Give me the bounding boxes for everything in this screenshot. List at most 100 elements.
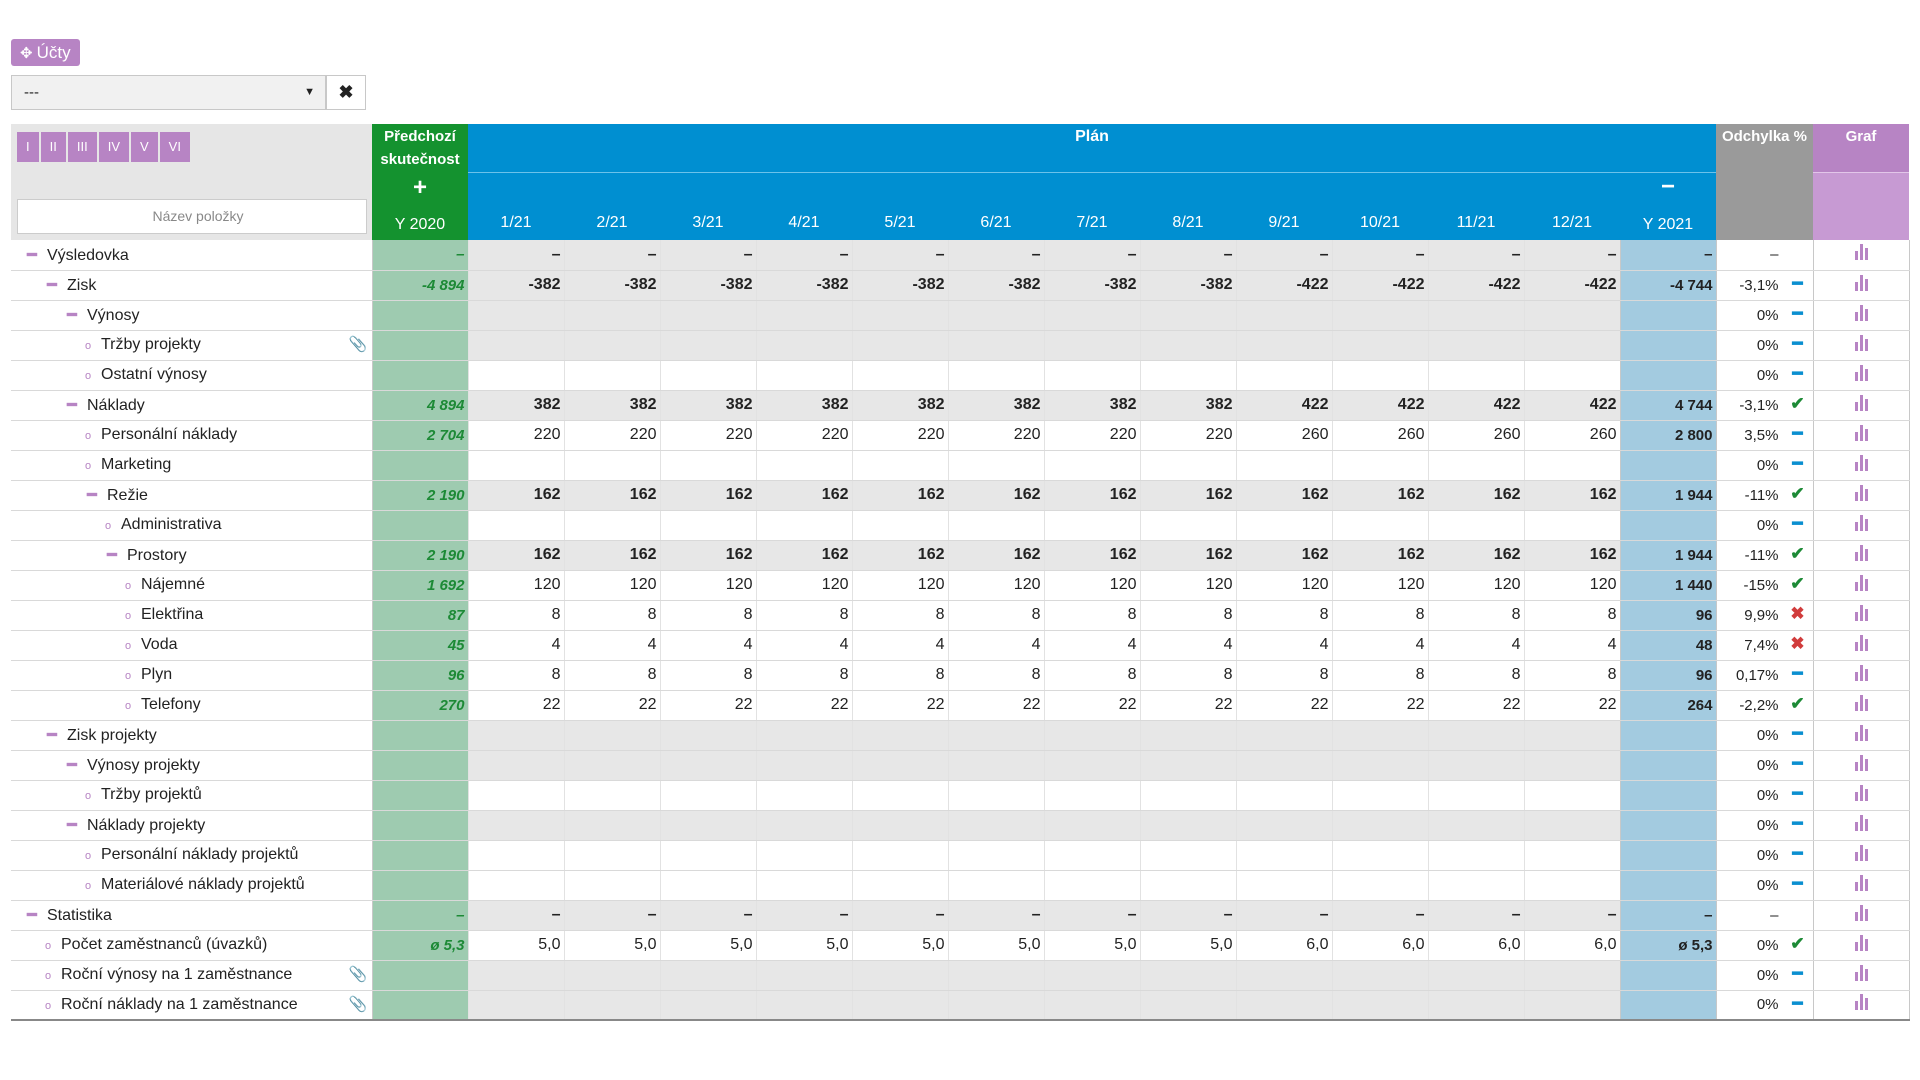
month-value[interactable]: 8 xyxy=(563,660,660,691)
month-value[interactable]: 220 xyxy=(851,420,948,451)
month-value[interactable] xyxy=(1523,510,1620,541)
month-value[interactable] xyxy=(467,510,564,541)
month-value[interactable] xyxy=(851,840,948,871)
month-value[interactable]: -382 xyxy=(851,270,948,301)
month-value[interactable]: 162 xyxy=(659,540,756,571)
bar-chart-icon[interactable] xyxy=(1854,724,1868,741)
month-value[interactable] xyxy=(1427,510,1524,541)
month-value[interactable] xyxy=(563,330,660,361)
prev-value[interactable] xyxy=(372,810,468,841)
prev-value[interactable] xyxy=(372,990,468,1021)
month-value[interactable] xyxy=(851,780,948,811)
month-value[interactable] xyxy=(1139,780,1236,811)
prev-value[interactable]: 87 xyxy=(372,600,468,631)
month-value[interactable]: -422 xyxy=(1523,270,1620,301)
month-value[interactable] xyxy=(755,360,852,391)
month-value[interactable]: 162 xyxy=(1043,540,1140,571)
month-value[interactable]: 6,0 xyxy=(1427,930,1524,961)
prev-value[interactable]: 270 xyxy=(372,690,468,721)
month-value[interactable] xyxy=(1331,990,1428,1021)
minus-icon[interactable]: ━ xyxy=(107,547,117,564)
month-value[interactable] xyxy=(1523,450,1620,481)
prev-value[interactable]: 2 190 xyxy=(372,480,468,511)
prev-value[interactable]: -4 894 xyxy=(372,270,468,301)
month-value[interactable]: – xyxy=(1139,240,1236,271)
minus-icon[interactable]: ━ xyxy=(47,727,57,744)
month-value[interactable] xyxy=(659,360,756,391)
chart-cell[interactable] xyxy=(1812,840,1910,871)
month-value[interactable]: 8 xyxy=(1139,600,1236,631)
chart-cell[interactable] xyxy=(1812,480,1910,511)
month-value[interactable]: – xyxy=(659,240,756,271)
period-button-2[interactable]: II xyxy=(40,132,66,162)
month-value[interactable] xyxy=(563,990,660,1021)
month-value[interactable]: 8 xyxy=(1043,660,1140,691)
month-value[interactable] xyxy=(947,840,1044,871)
bar-chart-icon[interactable] xyxy=(1854,814,1868,831)
item-name-filter[interactable]: Název položky xyxy=(17,199,367,234)
minus-icon[interactable]: ━ xyxy=(67,817,77,834)
minus-icon[interactable]: ━ xyxy=(27,246,37,264)
month-value[interactable]: 162 xyxy=(851,480,948,511)
month-value[interactable] xyxy=(1139,450,1236,481)
month-value[interactable] xyxy=(1427,960,1524,991)
month-value[interactable] xyxy=(1331,330,1428,361)
month-value[interactable]: 4 xyxy=(659,630,756,661)
month-value[interactable]: – xyxy=(947,900,1044,931)
month-value[interactable]: 162 xyxy=(1043,480,1140,511)
month-value[interactable] xyxy=(659,990,756,1021)
month-value[interactable]: 22 xyxy=(755,690,852,721)
month-value[interactable] xyxy=(467,720,564,751)
month-value[interactable]: 22 xyxy=(1139,690,1236,721)
chart-cell[interactable] xyxy=(1812,870,1910,901)
month-value[interactable] xyxy=(947,990,1044,1021)
month-value[interactable] xyxy=(1523,780,1620,811)
month-value[interactable] xyxy=(1427,870,1524,901)
month-value[interactable] xyxy=(755,870,852,901)
month-value[interactable] xyxy=(1331,300,1428,331)
month-value[interactable]: 8 xyxy=(1331,600,1428,631)
chart-cell[interactable] xyxy=(1812,630,1910,661)
month-value[interactable] xyxy=(947,330,1044,361)
month-value[interactable]: 120 xyxy=(1427,570,1524,601)
prev-value[interactable] xyxy=(372,450,468,481)
bar-chart-icon[interactable] xyxy=(1854,604,1868,621)
month-value[interactable] xyxy=(1523,840,1620,871)
chart-cell[interactable] xyxy=(1812,900,1910,931)
prev-value[interactable] xyxy=(372,870,468,901)
month-value[interactable]: 120 xyxy=(755,570,852,601)
month-value[interactable] xyxy=(1235,780,1332,811)
month-value[interactable]: 4 xyxy=(467,630,564,661)
month-value[interactable] xyxy=(563,960,660,991)
month-value[interactable] xyxy=(1043,960,1140,991)
chart-cell[interactable] xyxy=(1812,330,1910,361)
month-value[interactable]: 220 xyxy=(467,420,564,451)
month-value[interactable]: 22 xyxy=(1235,690,1332,721)
month-value[interactable]: 4 xyxy=(563,630,660,661)
month-value[interactable] xyxy=(659,510,756,541)
prev-value[interactable] xyxy=(372,750,468,781)
month-value[interactable] xyxy=(1427,330,1524,361)
chart-cell[interactable] xyxy=(1812,360,1910,391)
month-value[interactable] xyxy=(1235,750,1332,781)
month-value[interactable] xyxy=(1331,720,1428,751)
month-value[interactable] xyxy=(659,450,756,481)
month-value[interactable]: 162 xyxy=(947,540,1044,571)
month-value[interactable] xyxy=(1427,780,1524,811)
month-value[interactable]: 382 xyxy=(851,390,948,421)
month-value[interactable] xyxy=(1139,960,1236,991)
prev-value[interactable]: 4 894 xyxy=(372,390,468,421)
month-value[interactable] xyxy=(1235,990,1332,1021)
month-value[interactable]: 382 xyxy=(1139,390,1236,421)
month-value[interactable]: 8 xyxy=(467,600,564,631)
month-value[interactable]: 120 xyxy=(851,570,948,601)
month-value[interactable]: 220 xyxy=(947,420,1044,451)
month-value[interactable] xyxy=(467,360,564,391)
month-value[interactable] xyxy=(1139,300,1236,331)
month-value[interactable]: -382 xyxy=(563,270,660,301)
month-value[interactable]: 8 xyxy=(1427,660,1524,691)
minus-icon[interactable]: ━ xyxy=(27,907,37,924)
month-value[interactable]: 220 xyxy=(1139,420,1236,451)
month-value[interactable]: 120 xyxy=(947,570,1044,601)
month-value[interactable] xyxy=(563,360,660,391)
